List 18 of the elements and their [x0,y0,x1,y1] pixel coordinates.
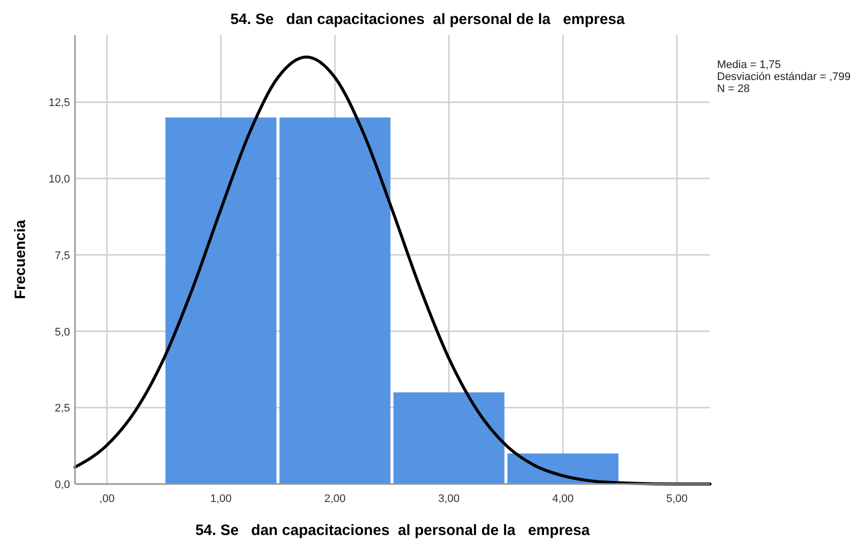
y-axis-title: Frecuencia [12,219,29,300]
chart-title: 54. Se dan capacitaciones al personal de la empresa [230,11,626,28]
x-tick-label: 4,00 [552,493,574,505]
y-tick-label: 5,0 [54,326,70,338]
x-tick-label: 5,00 [666,493,688,505]
y-tick-label: 2,5 [54,402,70,415]
text: N = 28 [717,83,750,95]
x-axis-title: 54. Se dan capacitaciones al personal de la empresa [195,522,590,539]
x-tick-label: 3,00 [438,493,460,505]
y-tick-label: 7,5 [54,250,70,262]
x-tick-label: 2,00 [324,493,346,505]
text: Media = 1,75 [717,59,781,71]
y-tick-label: 12,5 [48,97,70,110]
y-tick-label: 10,0 [48,174,70,186]
x-tick-label: 1,00 [210,493,232,505]
x-tick-label: ,00 [99,493,115,505]
text: Desviación estándar = ,799 [717,71,851,83]
y-tick-label: 0,0 [54,479,70,491]
